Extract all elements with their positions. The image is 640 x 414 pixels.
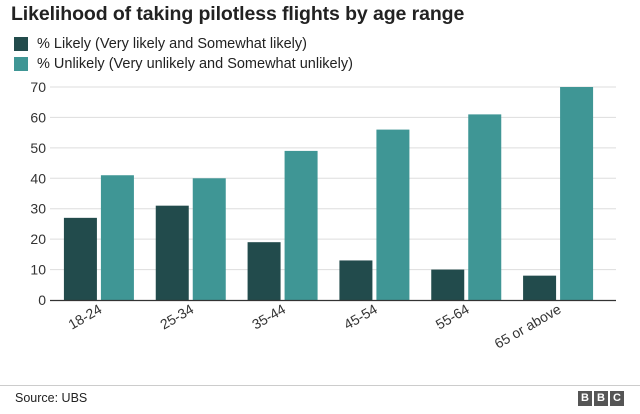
source-note: Source: UBS	[15, 391, 88, 405]
y-tick-label: 60	[30, 109, 46, 125]
bar-likely	[431, 269, 465, 300]
x-tick-label: 55-64	[433, 301, 472, 333]
legend-label-unlikely: % Unlikely (Very unlikely and Somewhat u…	[37, 56, 353, 72]
footer-divider	[0, 385, 640, 386]
x-tick-label: 25-34	[157, 301, 196, 333]
bar-unlikely	[376, 129, 410, 300]
bar-chart: 0 10 20 30 40 50 60 70 18-24 25-34 35-44 45-54 55-64…	[30, 79, 616, 352]
y-tick-label: 40	[30, 170, 46, 186]
bar-unlikely	[468, 114, 502, 300]
legend-swatch-likely	[14, 37, 28, 51]
x-tick-label: 18-24	[65, 301, 104, 333]
bar-unlikely	[100, 175, 134, 300]
y-tick-label: 20	[30, 231, 46, 247]
bar-likely	[523, 275, 557, 300]
bar-unlikely	[192, 178, 226, 300]
bar-unlikely	[560, 87, 594, 300]
legend-label-likely: % Likely (Very likely and Somewhat likel…	[37, 36, 307, 52]
bar-likely	[63, 217, 97, 300]
legend-item-unlikely: % Unlikely (Very unlikely and Somewhat u…	[14, 54, 353, 74]
legend: % Likely (Very likely and Somewhat likel…	[14, 34, 353, 74]
y-tick-label: 0	[38, 292, 46, 308]
bar-likely	[339, 260, 373, 300]
y-tick-label: 30	[30, 201, 46, 217]
bar-likely	[247, 242, 281, 300]
legend-item-likely: % Likely (Very likely and Somewhat likel…	[14, 34, 353, 54]
x-tick-label: 35-44	[249, 301, 288, 333]
bar-likely	[155, 205, 189, 300]
chart-title: Likelihood of taking pilotless flights b…	[11, 3, 465, 25]
y-tick-label: 10	[30, 262, 46, 278]
x-tick-label: 45-54	[341, 301, 380, 333]
x-tick-label: 65 or above	[492, 301, 564, 352]
y-tick-label: 70	[30, 79, 46, 95]
bar-unlikely	[284, 150, 318, 300]
y-tick-label: 50	[30, 140, 46, 156]
legend-swatch-unlikely	[14, 57, 28, 71]
